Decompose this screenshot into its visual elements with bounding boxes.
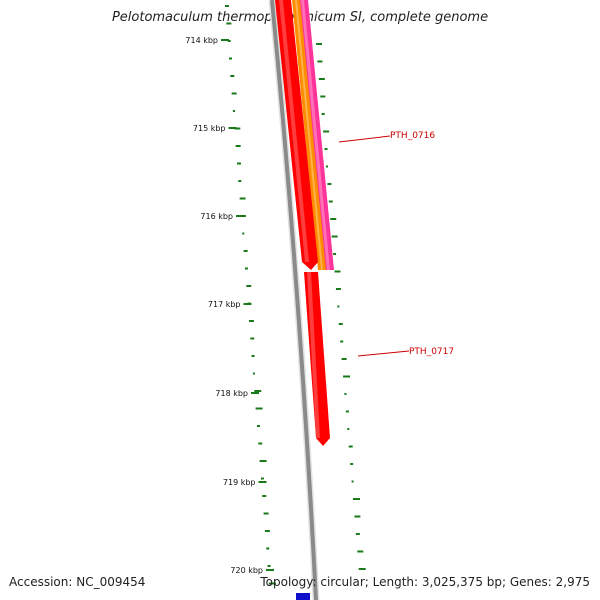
gene-arrow-pth-0716-shade — [279, 0, 309, 262]
gc-track-outer — [316, 43, 366, 570]
tick-label: 718 kbp — [215, 389, 248, 398]
tick-label: 720 kbp — [230, 566, 263, 575]
leader-line-pth-0716 — [338, 135, 391, 143]
leader-line-pth-0717 — [357, 350, 410, 357]
tick-label: 717 kbp — [208, 300, 241, 309]
gene-label-pth-0717[interactable]: PTH_0717 — [409, 347, 454, 357]
topology-summary: Topology: circular; Length: 3,025,375 bp… — [260, 575, 590, 589]
accession-text: Accession: NC_009454 — [9, 575, 146, 589]
gene-label-pth-0716[interactable]: PTH_0716 — [390, 131, 435, 141]
tick-layer: 714 kbp 715 kbp 716 kbp 717 kbp 718 kbp 719 k… — [185, 36, 274, 575]
tick-label: 719 kbp — [223, 478, 256, 487]
cds-orange-highlight — [295, 0, 323, 270]
tick-label: 715 kbp — [193, 124, 226, 133]
tick-label: 716 kbp — [200, 212, 233, 221]
cds-pink-highlight — [301, 0, 330, 270]
gc-track-inner — [225, 5, 276, 585]
feature-marker-blue[interactable] — [296, 593, 310, 600]
tick-label: 714 kbp — [185, 36, 218, 45]
gene-arrow-pth-0717-shade — [307, 272, 320, 438]
backbone-arc-core — [270, 0, 318, 600]
